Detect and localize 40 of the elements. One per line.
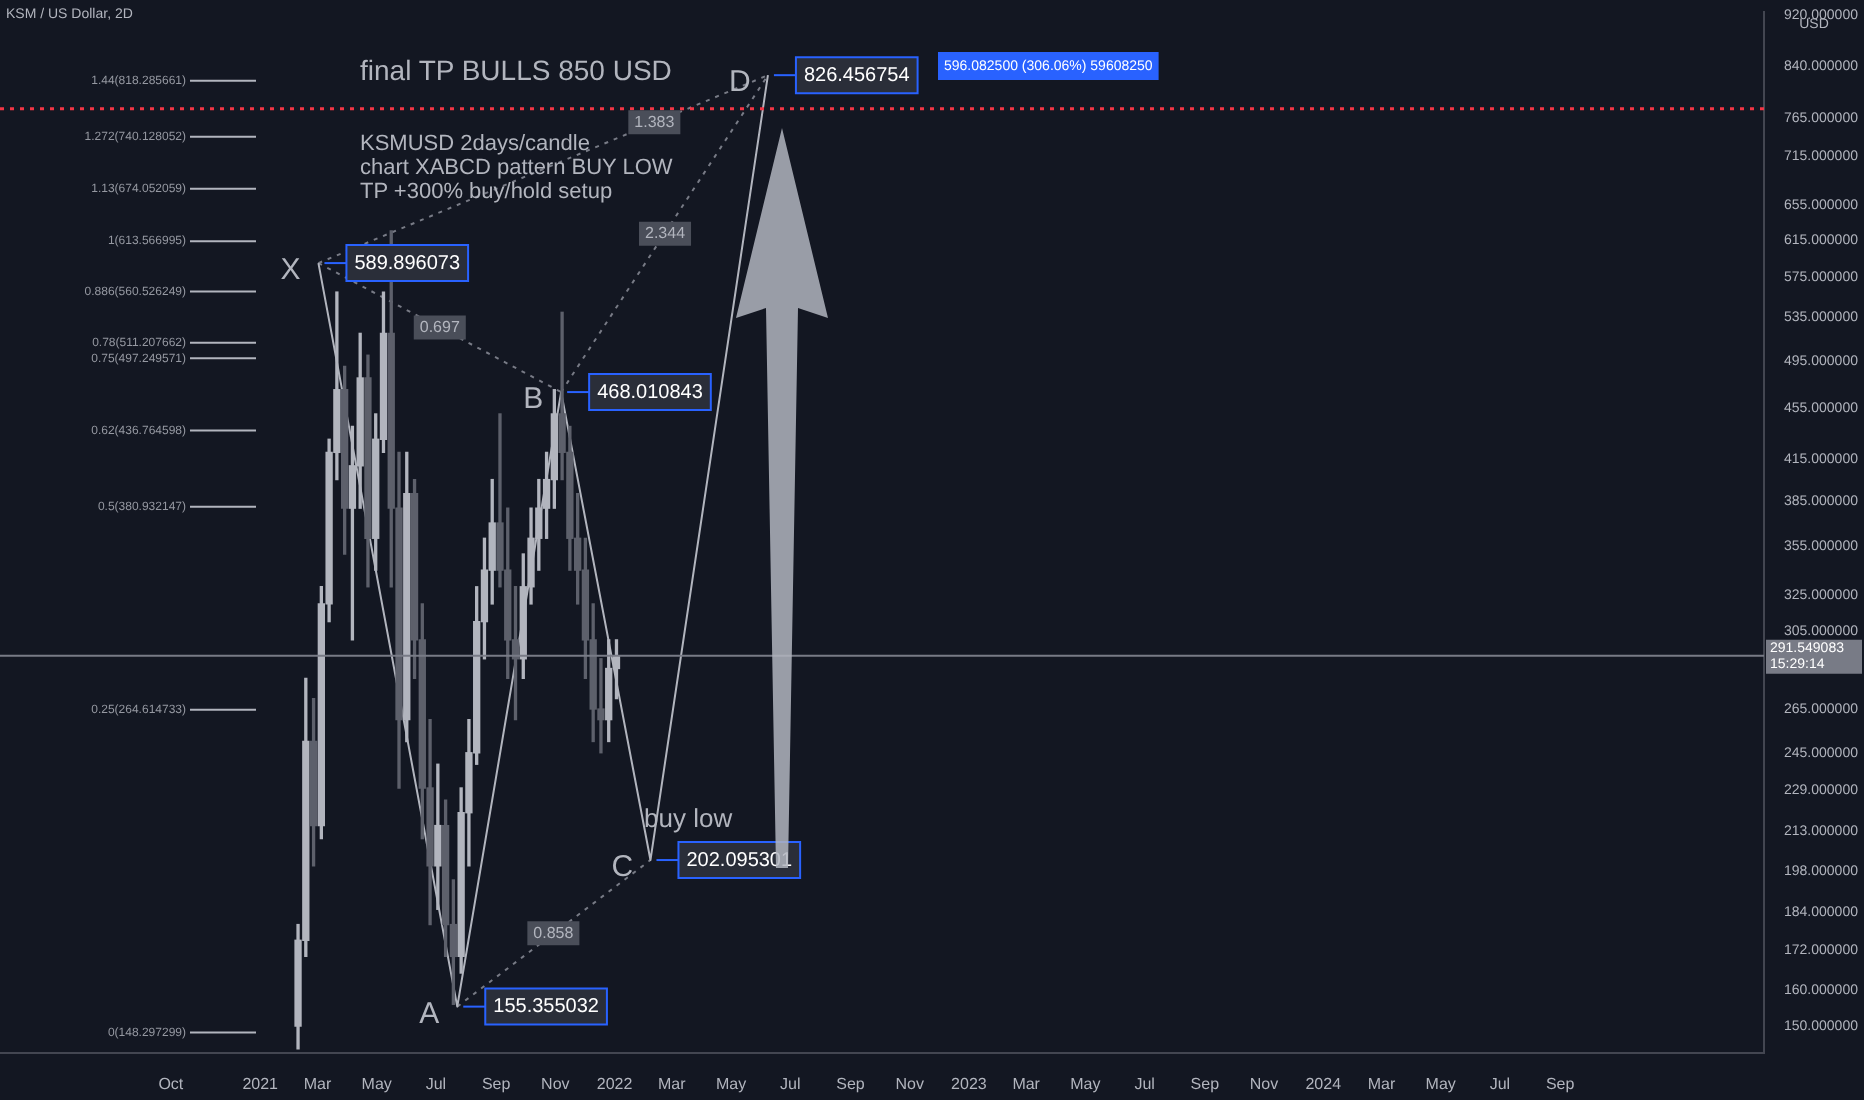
- x-tick-label: Jul: [780, 1074, 801, 1093]
- x-tick-label: 2024: [1305, 1074, 1343, 1093]
- annotation: final TP BULLS 850 USD: [360, 53, 672, 86]
- x-tick-label: Nov: [541, 1074, 570, 1093]
- x-tick-label: 2021: [242, 1074, 280, 1093]
- annotation: 2.344: [644, 224, 687, 243]
- x-tick-label: Mar: [1012, 1074, 1041, 1093]
- x-tick-label: Mar: [658, 1074, 687, 1093]
- data-label: 468.010843: [597, 381, 704, 404]
- x-tick-label: May: [715, 1074, 747, 1093]
- data-label: 589.896073: [354, 252, 461, 275]
- x-tick-label: Sep: [481, 1074, 512, 1093]
- annotation: C: [611, 850, 634, 885]
- x-tick-label: Jul: [425, 1074, 447, 1093]
- annotation: D: [729, 65, 752, 100]
- annotation: 1.383: [634, 112, 676, 131]
- x-tick-label: May: [1425, 1074, 1456, 1093]
- annotation: B: [523, 382, 544, 417]
- x-tick-label: May: [1070, 1074, 1101, 1093]
- annotation: A: [419, 996, 440, 1031]
- annotation: KSMUSD 2days/candle chart XABCD pattern BUY LOW TP +300% buy/hold setup: [360, 132, 674, 205]
- x-tick-label: Nov: [1249, 1074, 1279, 1093]
- x-tick-label: Mar: [303, 1074, 332, 1093]
- x-tick-label: Sep: [836, 1074, 866, 1093]
- x-tick-label: 2022: [596, 1074, 634, 1093]
- x-tick-label: Jul: [1489, 1074, 1511, 1093]
- x-tick-label: Sep: [1190, 1074, 1221, 1093]
- x-tick-label: May: [361, 1074, 392, 1093]
- annotation: 0.697: [419, 318, 461, 337]
- x-tick-label: Nov: [895, 1074, 924, 1093]
- x-tick-label: Oct: [158, 1074, 185, 1093]
- annotation: X: [280, 253, 301, 288]
- data-label: 826.456754: [803, 64, 911, 87]
- x-tick-label: Mar: [1367, 1074, 1396, 1093]
- x-tick-label: Jul: [1134, 1074, 1156, 1093]
- annotation: 0.858: [533, 923, 575, 942]
- data-label: 202.095301: [686, 849, 793, 872]
- x-tick-label: 2023: [951, 1074, 988, 1093]
- data-label: 155.355032: [493, 996, 600, 1019]
- x-tick-label: Sep: [1545, 1074, 1576, 1093]
